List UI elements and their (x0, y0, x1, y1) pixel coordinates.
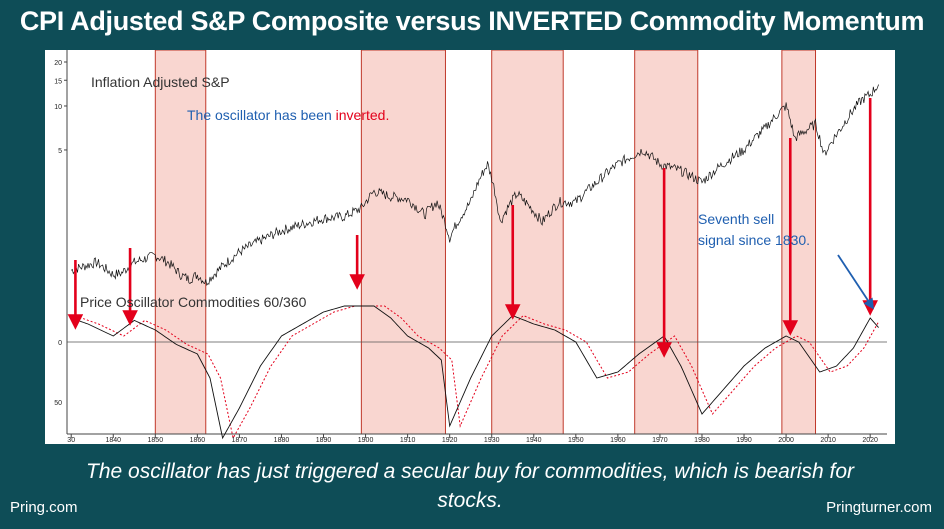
note-seventh-sell-line1: Seventh sell (698, 211, 774, 227)
shaded-period (154, 50, 207, 435)
x-tick-label: 1870 (232, 437, 248, 444)
y-tick-label: 15 (54, 78, 62, 85)
y-tick-label: 20 (54, 60, 62, 67)
x-tick-label: 1900 (358, 437, 374, 444)
shaded-period (634, 50, 699, 435)
x-tick-label: 2000 (778, 437, 794, 444)
x-tick-label: 1840 (105, 437, 121, 444)
label-price-oscillator: Price Oscillator Commodities 60/360 (80, 294, 307, 310)
x-tick-label: 1880 (274, 437, 290, 444)
slide-title: CPI Adjusted S&P Composite versus INVERT… (19, 6, 925, 36)
x-tick-label: 2010 (820, 437, 836, 444)
x-tick-label: 1920 (442, 437, 458, 444)
y-tick-label: 50 (54, 400, 62, 407)
note-oscillator-inverted: The oscillator has been inverted. (187, 107, 389, 123)
x-tick-label: 1960 (610, 437, 626, 444)
note-seventh-sell-line2: signal since 1830. (698, 232, 810, 248)
shaded-period (781, 50, 817, 435)
series-oscillator-moving-average (71, 305, 880, 440)
x-tick-label: 1950 (568, 437, 584, 444)
x-tick-label: 1930 (484, 437, 500, 444)
x-tick-label: 1990 (736, 437, 752, 444)
footer-right: Pringturner.com (826, 499, 932, 516)
pointer-arrow (837, 254, 874, 310)
x-tick-label: 1890 (316, 437, 332, 444)
label-inflation-adjusted-sp: Inflation Adjusted S&P (91, 74, 230, 90)
x-tick-label: 1850 (148, 437, 164, 444)
chart-panel: 20 15 10 5 0 50 30 1840 1850 1860 1870 1880 1890 1900… (45, 50, 895, 444)
x-tick-label: 1970 (652, 437, 668, 444)
y-tick-label: 0 (58, 340, 62, 347)
x-tick-label: 1940 (526, 437, 542, 444)
shaded-period (360, 50, 446, 435)
x-tick-label: 1860 (190, 437, 206, 444)
x-tick-label: 2020 (862, 437, 878, 444)
note-prefix: The oscillator has been (187, 107, 336, 123)
series-inflation-adjusted-sp (70, 84, 879, 286)
caption: The oscillator has just triggered a secu… (86, 460, 854, 512)
y-tick-label: 5 (58, 148, 62, 155)
footer-left: Pring.com (10, 499, 78, 516)
x-tick-label: 30 (67, 437, 75, 444)
x-tick-label: 1910 (400, 437, 416, 444)
note-inverted-word: inverted. (336, 107, 390, 123)
series-price-oscillator (71, 305, 879, 440)
y-tick-label: 10 (54, 104, 62, 111)
x-tick-label: 1980 (694, 437, 710, 444)
shaded-period (491, 50, 564, 435)
